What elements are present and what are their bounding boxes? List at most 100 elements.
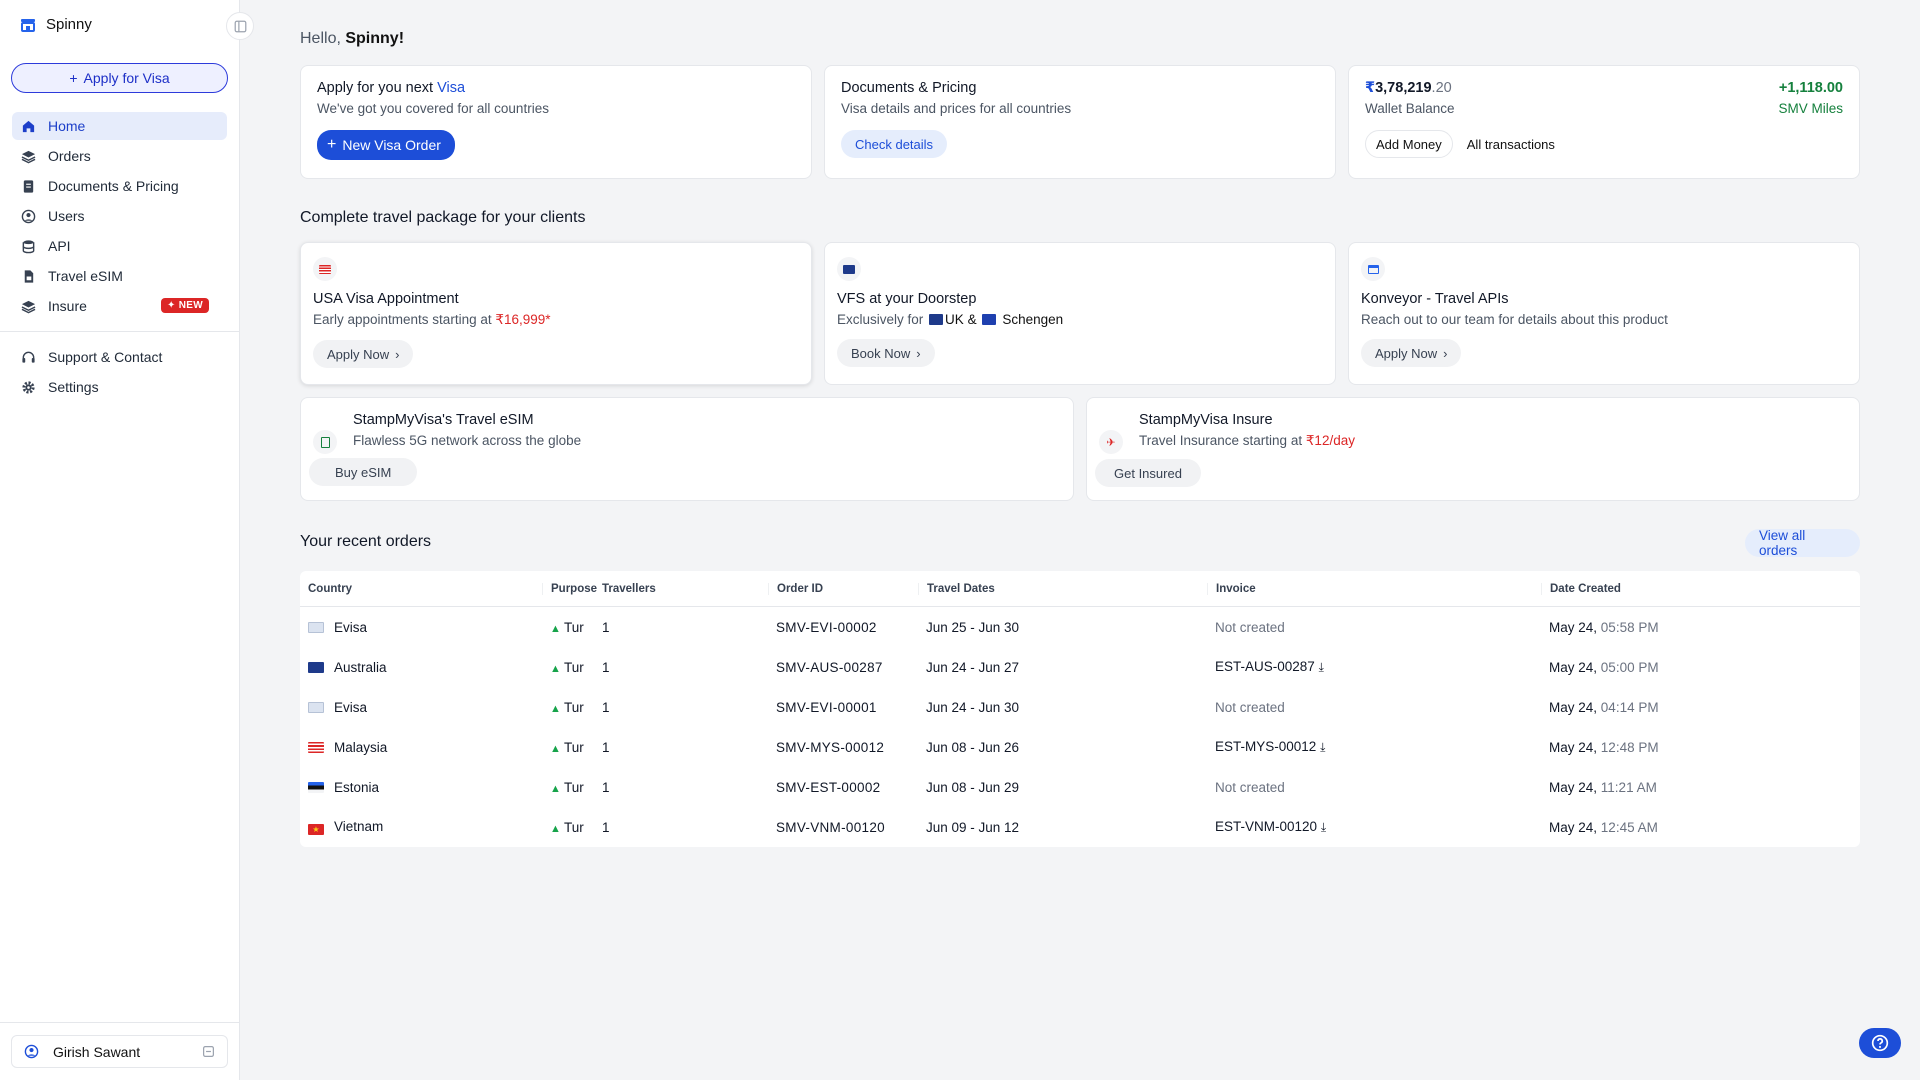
table-row[interactable]: Evisa ▲ Tur 1 SMV-EVI-00001 Jun 24 - Jun… (300, 687, 1860, 727)
col-country[interactable]: Country (308, 582, 353, 595)
tourist-icon: ▲ (550, 782, 564, 795)
chevron-right-icon: › (1443, 345, 1448, 361)
estonia-flag-icon (308, 781, 324, 793)
table-row[interactable]: Australia ▲ Tur 1 SMV-AUS-00287 Jun 24 -… (300, 647, 1860, 687)
chevron-right-icon: › (916, 345, 921, 361)
invoice-link[interactable]: EST-MYS-00012 ⤓ (1207, 739, 1541, 755)
sidebar-item-home[interactable]: Home (12, 112, 227, 140)
esim-card[interactable]: StampMyVisa's Travel eSIM Flawless 5G ne… (300, 397, 1074, 501)
smv-miles-label: SMV Miles (1778, 101, 1843, 116)
buy-esim-button[interactable]: Buy eSIM (309, 458, 418, 486)
sidebar-item-label: Insure (48, 298, 87, 314)
plus-icon: + (327, 136, 337, 153)
date: May 24, (1549, 779, 1598, 795)
new-badge: ✦ NEW (161, 298, 209, 313)
check-details-button[interactable]: Check details (841, 130, 948, 158)
help-icon (1871, 1034, 1889, 1052)
table-row[interactable]: Evisa ▲ Tur 1 SMV-EVI-00002 Jun 25 - Jun… (300, 607, 1860, 647)
col-purpose[interactable]: Purpose (542, 582, 602, 595)
invoice: EST-MYS-00012 (1215, 739, 1317, 754)
button-label: Apply Now (1375, 345, 1438, 361)
sim-icon (313, 430, 337, 454)
get-insured-button[interactable]: Get Insured (1095, 459, 1201, 487)
invoice: Not created (1215, 619, 1285, 635)
book-now-button[interactable]: Book Now › (837, 339, 935, 367)
sidebar-item-users[interactable]: Users (12, 202, 227, 230)
subtitle-prefix: Travel Insurance starting at (1139, 433, 1303, 448)
sidebar-item-label: Support & Contact (48, 349, 163, 365)
title-highlight: Visa (437, 80, 466, 96)
konveyor-title: Konveyor - Travel APIs (1361, 291, 1509, 307)
user-profile-button[interactable]: Girish Sawant (11, 1035, 228, 1068)
sidebar-item-travel-esim[interactable]: Travel eSIM (12, 262, 227, 290)
headset-icon (22, 351, 35, 363)
vfs-doorstep-card[interactable]: VFS at your Doorstep Exclusively for UK … (824, 242, 1336, 385)
collapse-sidebar-button[interactable] (226, 12, 254, 40)
tourist-icon: ▲ (550, 822, 564, 835)
document-icon (23, 179, 34, 193)
time: 04:14 PM (1600, 699, 1659, 715)
esim-title: StampMyVisa's Travel eSIM (353, 412, 534, 428)
sidebar-item-api[interactable]: API (12, 232, 227, 260)
sidebar-bottom-nav: Support & Contact Settings (12, 343, 227, 403)
view-all-orders-button[interactable]: View all orders (1745, 528, 1860, 558)
brand[interactable]: Spinny (20, 16, 92, 33)
invoice-link[interactable]: EST-VNM-00120 ⤓ (1207, 819, 1541, 835)
insure-title: StampMyVisa Insure (1139, 412, 1273, 428)
all-transactions-link[interactable]: All transactions (1466, 136, 1555, 152)
sidebar-item-orders[interactable]: Orders (12, 142, 227, 170)
usa-apply-now-button[interactable]: Apply Now › (313, 340, 414, 368)
order-id: SMV-AUS-00287 (776, 659, 883, 675)
col-invoice[interactable]: Invoice (1207, 582, 1541, 595)
invoice: Not created (1215, 779, 1285, 795)
sparkle-icon: ✦ (167, 300, 179, 311)
usa-visa-appointment-card[interactable]: USA Visa Appointment Early appointments … (300, 242, 812, 385)
sim-icon (24, 269, 34, 283)
table-row[interactable]: Estonia ▲ Tur 1 SMV-EST-00002 Jun 08 - J… (300, 767, 1860, 807)
purpose: Tur (563, 699, 584, 715)
apply-for-visa-button[interactable]: + Apply for Visa (11, 63, 228, 93)
recent-orders-title: Your recent orders (300, 533, 432, 550)
sidebar-item-insure[interactable]: Insure ✦ NEW (12, 292, 227, 320)
new-visa-subtitle: We've got you covered for all countries (317, 101, 549, 116)
col-date-created[interactable]: Date Created (1541, 582, 1860, 595)
col-travel-dates[interactable]: Travel Dates (918, 582, 1207, 595)
help-button[interactable] (1859, 1028, 1901, 1058)
store-icon (21, 18, 35, 32)
order-id: SMV-VNM-00120 (776, 819, 885, 835)
sidebar-item-settings[interactable]: Settings (12, 373, 227, 401)
invoice-link[interactable]: EST-AUS-00287 ⤓ (1207, 659, 1541, 675)
col-travellers[interactable]: Travellers (602, 582, 656, 595)
invoice: EST-AUS-00287 (1215, 659, 1315, 674)
country: Evisa (334, 619, 368, 635)
vfs-title: VFS at your Doorstep (837, 291, 977, 307)
order-id: SMV-EVI-00002 (776, 619, 877, 635)
insure-card[interactable]: ✈ StampMyVisa Insure Travel Insurance st… (1086, 397, 1860, 501)
usa-flag-icon (313, 257, 337, 281)
sidebar-divider (0, 1022, 239, 1023)
amount-main: 3,78,219 (1375, 80, 1432, 96)
sidebar-item-documents[interactable]: Documents & Pricing (12, 172, 227, 200)
time: 11:21 AM (1600, 779, 1657, 795)
user-circle-icon (21, 209, 36, 223)
add-money-button[interactable]: Add Money (1365, 130, 1453, 158)
purpose: Tur (563, 659, 584, 675)
button-label: Book Now (851, 345, 911, 361)
date: May 24, (1549, 699, 1598, 715)
konveyor-apply-now-button[interactable]: Apply Now › (1361, 339, 1462, 367)
table-row[interactable]: ★ Vietnam ▲ Tur 1 SMV-VNM-00120 Jun 09 - … (300, 807, 1860, 847)
vfs-subtitle: Exclusively for UK & Schengen (837, 312, 1323, 327)
table-row[interactable]: Malaysia ▲ Tur 1 SMV-MYS-00012 Jun 08 - … (300, 727, 1860, 767)
col-order-id[interactable]: Order ID (768, 582, 918, 595)
sidebar-item-support[interactable]: Support & Contact (12, 343, 227, 371)
new-visa-title: Apply for you next Visa (317, 80, 795, 96)
new-visa-order-button[interactable]: + New Visa Order (317, 130, 455, 160)
download-icon: ⤓ (1318, 660, 1324, 674)
order-id: SMV-EVI-00001 (776, 699, 877, 715)
time: 12:45 AM (1600, 819, 1658, 835)
time: 05:00 PM (1600, 659, 1659, 675)
uk-flag-icon (929, 314, 944, 325)
documents-title: Documents & Pricing (841, 80, 977, 96)
ampersand: & (967, 312, 977, 327)
konveyor-card[interactable]: Konveyor - Travel APIs Reach out to our … (1348, 242, 1860, 385)
